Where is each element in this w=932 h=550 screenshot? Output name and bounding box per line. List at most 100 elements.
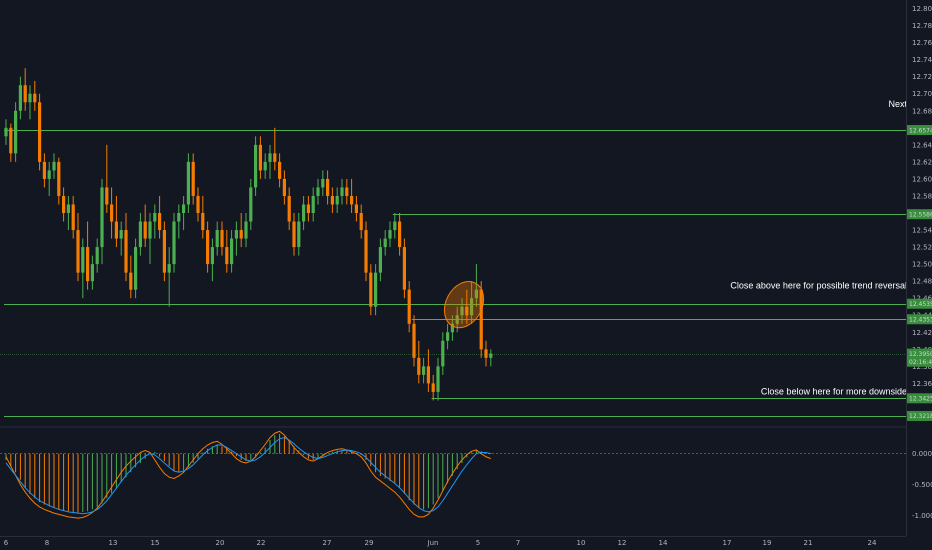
candle-down (105, 187, 109, 205)
oscillator-line-blue (5, 437, 491, 515)
candle-up (474, 289, 478, 299)
candle-up (302, 204, 306, 222)
candle-down (33, 93, 37, 103)
candle-down (143, 221, 147, 239)
candle-down (426, 366, 430, 384)
candle-up (249, 187, 253, 222)
candle-up (422, 366, 426, 375)
candle-up (470, 298, 474, 316)
x-tick-label: 17 (723, 539, 732, 547)
price-label-text: 12.4535 (909, 301, 932, 308)
candle-down (407, 289, 411, 324)
candle-down (330, 195, 334, 205)
highlight-ellipse-shape (443, 281, 485, 329)
candle-up (28, 93, 32, 103)
candle-down (364, 230, 368, 273)
oscillator-pane[interactable] (0, 430, 906, 519)
candle-down (201, 213, 205, 231)
candle-up (460, 306, 464, 316)
y-tick-label: 12.6200 (912, 158, 932, 166)
y-tick-label: 12.4600 (912, 295, 932, 303)
candle-down (258, 144, 262, 171)
candle-up (268, 153, 272, 162)
candle-down (86, 247, 90, 282)
candle-down (431, 383, 435, 392)
y-tick-label: 12.5400 (912, 227, 932, 235)
candle-down (484, 349, 488, 358)
candle-up (441, 340, 445, 367)
horizontal-levels (0, 130, 906, 417)
candle-up (18, 85, 22, 111)
osc-y-tick-label: -1.0000 (912, 512, 932, 520)
price-label-text: 12.5586 (909, 211, 932, 218)
candle-up (134, 247, 138, 290)
candle-down (282, 178, 286, 196)
time-axis[interactable]: 6 8 13 15 20 22 27 29 Jun 5 7 10 12 14 17 19 21 24 (0, 536, 906, 548)
price-labels: 12.6574 12.5586 12.4535 12.4353 12.395002:16… (907, 125, 932, 421)
x-tick-label: 6 (4, 539, 9, 547)
candle-up (455, 315, 459, 324)
x-tick-label: 10 (577, 539, 586, 547)
candle-up (4, 127, 8, 137)
price-label-box (907, 314, 932, 325)
price-label-text: 02:16:48 (909, 359, 932, 366)
candle-down (196, 195, 200, 213)
candle-down (42, 161, 46, 179)
candle-up (153, 213, 157, 222)
x-tick-label: 19 (763, 539, 772, 547)
candle-up (95, 247, 99, 265)
candle-up (311, 195, 315, 213)
candle-down (76, 230, 80, 273)
price-label-text: 12.3218 (909, 413, 932, 420)
x-tick-label: 14 (659, 539, 668, 547)
candle-up (90, 264, 94, 282)
candle-up (172, 221, 176, 265)
x-tick-label: 21 (804, 539, 813, 547)
price-label-box (907, 356, 932, 367)
oscillator-line-orange (5, 430, 491, 519)
x-tick-label: 15 (151, 539, 160, 547)
candle-up (450, 323, 454, 333)
candle-down (287, 195, 291, 222)
y-tick-label: 12.6800 (912, 107, 932, 115)
candle-down (129, 272, 133, 290)
candle-up (177, 213, 181, 222)
y-tick-label: 12.6000 (912, 175, 932, 183)
candle-up (446, 332, 450, 341)
candle-down (326, 178, 330, 196)
candle-up (119, 230, 123, 239)
price-axis[interactable]: 12.8000 12.7800 12.7600 12.7400 12.7200 12.70… (906, 0, 932, 536)
candle-down (417, 357, 421, 375)
annotation-text: Next (888, 99, 907, 109)
candle-down (350, 195, 354, 205)
x-tick-label: 24 (868, 539, 877, 547)
price-pane[interactable]: Next Close above here for possible trend … (0, 68, 907, 417)
candle-up (14, 110, 18, 154)
candle-up (378, 247, 382, 273)
candle-up (138, 221, 142, 248)
x-tick-label: 27 (323, 539, 332, 547)
x-tick-label: 22 (257, 539, 266, 547)
y-tick-label: 12.5800 (912, 192, 932, 200)
candle-up (100, 187, 104, 248)
y-tick-label: 12.5200 (912, 244, 932, 252)
candle-up (388, 230, 392, 239)
candle-up (340, 187, 344, 196)
candle-up (316, 187, 320, 196)
candle-up (244, 221, 248, 239)
candle-up (489, 353, 493, 358)
candle-down (110, 204, 114, 222)
candle-down (479, 289, 483, 350)
price-label-text: 12.4353 (909, 317, 932, 324)
x-tick-label: 20 (216, 539, 225, 547)
price-label-box (907, 209, 932, 220)
candle-down (398, 221, 402, 248)
annotation-text: Close below here for more downside (761, 386, 907, 396)
y-tick-label: 12.4200 (912, 329, 932, 337)
candle-down (57, 161, 61, 196)
annotations: Next Close above here for possible trend … (730, 99, 907, 397)
price-label-box (907, 393, 932, 404)
candle-down (38, 102, 42, 162)
candle-down (23, 85, 27, 103)
x-tick-label: 13 (109, 539, 118, 547)
